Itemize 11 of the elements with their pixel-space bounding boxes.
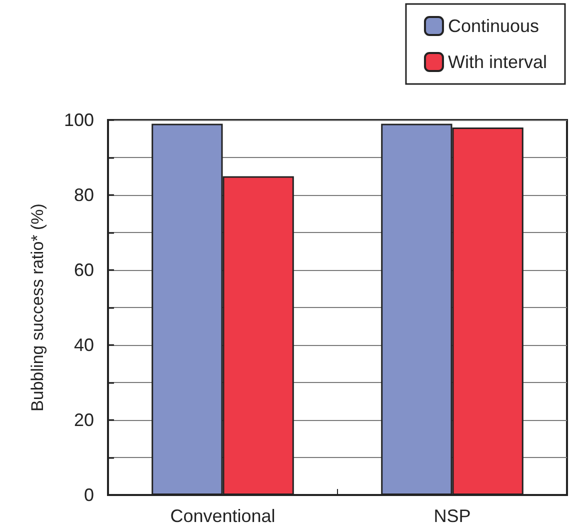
y-tick-label: 40: [74, 335, 94, 355]
x-tick-label: NSP: [434, 506, 471, 526]
y-tick-label: 60: [74, 260, 94, 280]
y-tick-label: 100: [64, 110, 94, 130]
y-axis-title: Bubbling success ratio* (%): [28, 204, 47, 412]
y-tick-label: 20: [74, 410, 94, 430]
legend-label: Continuous: [448, 16, 540, 36]
x-tick-label: Conventional: [170, 506, 276, 526]
y-tick-label: 0: [84, 485, 94, 505]
y-tick-label: 80: [74, 185, 94, 205]
legend-label: With interval: [448, 52, 548, 72]
